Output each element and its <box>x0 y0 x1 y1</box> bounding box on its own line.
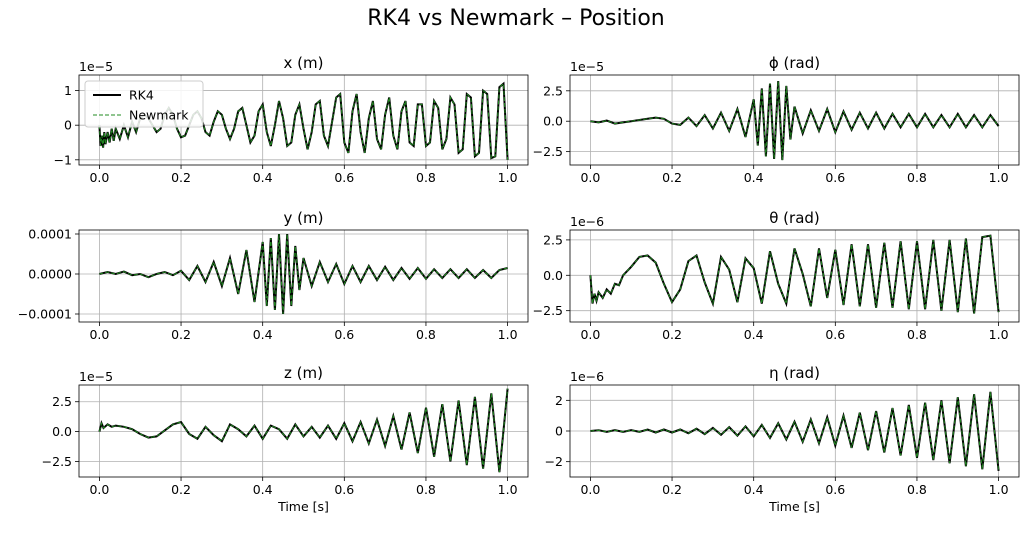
x-tick-label: 1.0 <box>989 327 1009 342</box>
offset-label: 1e−6 <box>570 369 604 384</box>
subplot-title: η (rad) <box>769 364 820 382</box>
axes-frame <box>569 229 1020 323</box>
x-tick-label: 0.6 <box>334 170 354 185</box>
x-tick-label: 0.4 <box>744 482 764 497</box>
x-tick-label: 0.8 <box>416 327 436 342</box>
x-tick-label: 0.0 <box>89 170 109 185</box>
x-tick-label: 0.8 <box>416 170 436 185</box>
x-tick-label: 0.2 <box>662 170 682 185</box>
y-tick-label: −2.5 <box>533 303 563 318</box>
subplot-title: y (m) <box>284 209 324 227</box>
axes-frame <box>78 384 529 478</box>
x-tick-label: 0.2 <box>662 482 682 497</box>
axes-frame <box>569 74 1020 166</box>
x-axis-label: Time [s] <box>277 499 329 514</box>
x-tick-label: 0.6 <box>825 327 845 342</box>
offset-label: 1e−6 <box>570 214 604 229</box>
series-newmark-line <box>589 235 1000 314</box>
x-tick-label: 0.2 <box>171 327 191 342</box>
x-tick-label: 0.2 <box>662 327 682 342</box>
y-tick-label: 0.0 <box>52 424 72 439</box>
offset-label: 1e−5 <box>79 59 113 74</box>
subplot-title: z (m) <box>284 364 323 382</box>
axes-frame <box>78 74 529 166</box>
y-tick-label: 0.0 <box>543 268 563 283</box>
series-newmark-line <box>590 81 1000 161</box>
x-tick-label: 0.6 <box>825 170 845 185</box>
x-tick-label: 1.0 <box>989 482 1009 497</box>
y-tick-label: −2 <box>545 454 563 469</box>
x-tick-label: 1.0 <box>989 170 1009 185</box>
x-axis-label: Time [s] <box>768 499 820 514</box>
x-tick-label: 0.8 <box>416 482 436 497</box>
subplot-2: 0.0 0.2 0.4 0.6 0.8 1.0 −2.5 0.0 2.5 ϕ (rad) 1e−5 <box>533 54 1020 185</box>
x-tick-label: 0.6 <box>825 482 845 497</box>
legend-label-rk4: RK4 <box>129 88 154 103</box>
x-tick-label: 0.4 <box>253 170 273 185</box>
subplot-6: 0.0 0.2 0.4 0.6 0.8 1.0 −2 0 2 η (rad) 1e−6 Time [s… <box>545 364 1020 514</box>
y-tick-label: 2.5 <box>543 83 563 98</box>
x-tick-label: 0.0 <box>580 327 600 342</box>
subplot-3: 0.0 0.2 0.4 0.6 0.8 1.0 −0.0001 0.0000 0.0001 y (… <box>18 209 529 342</box>
y-tick-label: 0.0001 <box>28 227 72 242</box>
y-tick-label: 2 <box>555 393 563 408</box>
series-newmark-line <box>99 233 508 315</box>
series-newmark-line <box>98 388 509 473</box>
series-newmark-line <box>590 391 1000 471</box>
subplot-title: x (m) <box>284 54 324 72</box>
y-tick-label: −1 <box>54 152 72 167</box>
subplot-5: 0.0 0.2 0.4 0.6 0.8 1.0 −2.5 0.0 2.5 z (m) 1e−5 Tim… <box>42 364 529 514</box>
x-tick-label: 0.0 <box>89 482 109 497</box>
x-tick-label: 0.6 <box>334 482 354 497</box>
axes-frame <box>78 229 529 323</box>
subplot-title: θ (rad) <box>769 209 820 227</box>
x-tick-label: 0.4 <box>744 327 764 342</box>
x-tick-label: 0.0 <box>89 327 109 342</box>
figure-title: RK4 vs Newmark – Position <box>367 6 665 31</box>
x-tick-label: 0.4 <box>253 327 273 342</box>
y-tick-label: 1 <box>64 83 72 98</box>
x-tick-label: 1.0 <box>498 170 518 185</box>
x-tick-label: 1.0 <box>498 327 518 342</box>
x-tick-label: 0.8 <box>907 327 927 342</box>
axes-frame <box>569 384 1020 478</box>
subplot-4: 0.0 0.2 0.4 0.6 0.8 1.0 −2.5 0.0 2.5 θ (rad) 1e−6 <box>533 209 1020 342</box>
subplot-1: 0.0 0.2 0.4 0.6 0.8 1.0 −1 0 1 x (m) 1e−5 RK4 Newmar… <box>54 54 529 185</box>
x-tick-label: 0.2 <box>171 170 191 185</box>
x-tick-label: 0.8 <box>907 170 927 185</box>
x-tick-label: 0.4 <box>744 170 764 185</box>
y-tick-label: 0 <box>555 424 563 439</box>
y-tick-label: −2.5 <box>533 144 563 159</box>
offset-label: 1e−5 <box>79 369 113 384</box>
legend-label-newmark: Newmark <box>129 108 189 123</box>
y-tick-label: −2.5 <box>42 454 72 469</box>
x-tick-label: 0.0 <box>580 170 600 185</box>
x-tick-label: 0.2 <box>171 482 191 497</box>
offset-label: 1e−5 <box>570 59 604 74</box>
x-tick-label: 0.8 <box>907 482 927 497</box>
y-tick-label: 0.0 <box>543 114 563 129</box>
x-tick-label: 1.0 <box>498 482 518 497</box>
y-tick-label: 0 <box>64 118 72 133</box>
x-tick-label: 0.4 <box>253 482 273 497</box>
y-tick-label: 0.0000 <box>28 267 72 282</box>
x-tick-label: 0.0 <box>580 482 600 497</box>
legend: RK4 Newmark <box>84 80 204 128</box>
y-tick-label: −0.0001 <box>18 307 72 322</box>
x-tick-label: 0.6 <box>334 327 354 342</box>
y-tick-label: 2.5 <box>543 232 563 247</box>
y-tick-label: 2.5 <box>52 394 72 409</box>
subplot-title: ϕ (rad) <box>769 54 820 72</box>
